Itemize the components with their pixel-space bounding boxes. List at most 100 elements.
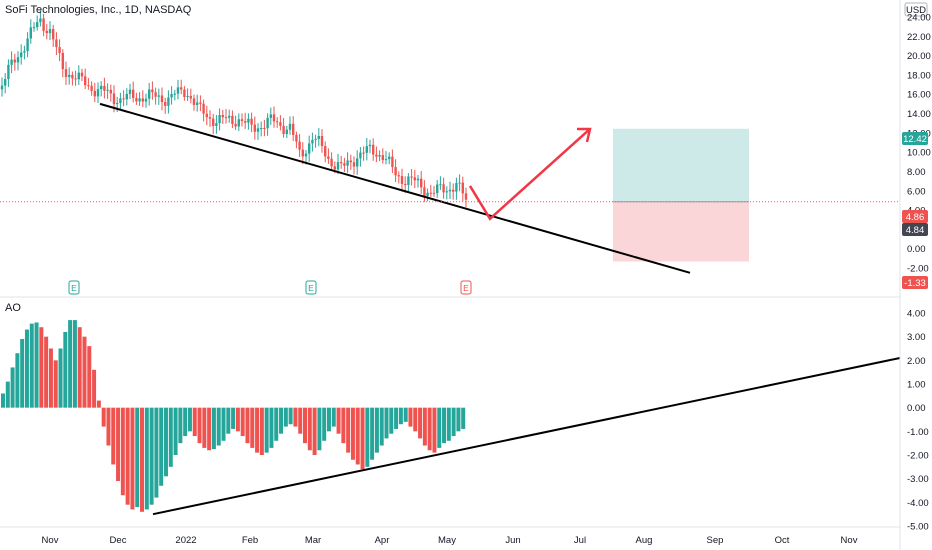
candle-body [407,176,410,185]
candle-body [237,119,240,127]
ao-bar [245,407,250,444]
ao-bar [456,407,461,432]
candle-body [404,183,407,185]
candle-body [308,143,311,154]
candle-body [45,30,48,34]
candle-body [372,144,375,155]
last-price-badge-text: 4.86 [906,212,925,223]
price-support-trendline[interactable] [99,102,691,274]
candle-body [368,144,372,147]
time-tick-label: Oct [775,535,790,546]
earnings-icon [460,280,472,295]
candle-body [263,128,266,130]
candle-body [260,128,263,130]
ao-bar [398,407,403,425]
candle-body [29,27,32,39]
candle-body [116,103,119,105]
candle-body [138,98,141,102]
candle-body [285,129,288,134]
ao-bar [274,407,279,441]
candle-body [61,52,64,70]
price-axis[interactable] [900,0,932,550]
candle-body [458,182,461,184]
candle-body [343,163,346,166]
candle-body [250,118,253,125]
price-tick-label: 16.00 [907,90,931,101]
candle-body [391,156,394,168]
long-position-profit-zone[interactable] [613,128,749,202]
candle-body [455,183,458,192]
ao-bar [360,407,365,470]
candle-body [160,95,164,103]
candle-body [228,115,231,118]
ao-tick-label: 0.00 [907,403,926,414]
ao-bar [29,323,34,408]
prev-close-badge-text: 4.84 [906,225,925,236]
ao-bar [442,407,447,444]
candle-body [413,177,416,181]
candle-body [352,162,356,167]
ao-bar [307,407,312,451]
candle-body [240,119,244,122]
ao-bar [15,353,20,408]
ao-axis-ticks: 4.00 3.00 2.00 1.00 0.00 -1.00 -2.00 -3.00 -4.00… [907,309,929,533]
time-tick-label: Feb [242,535,258,546]
candle-body [346,160,349,166]
candle-body [157,95,160,97]
candle-body [42,18,45,31]
target-price-badge-text: 12.42 [903,134,927,145]
candle-body [128,89,132,94]
candle-body [26,38,29,52]
ao-bar [34,322,39,408]
time-tick-label: Jun [505,535,520,546]
ao-bar [202,407,207,448]
ao-bar [125,407,130,505]
ao-bar [250,407,255,448]
candle-body [64,69,68,77]
ao-trendline[interactable] [152,356,901,516]
candle-body [247,118,250,123]
long-position-loss-zone[interactable] [613,201,749,262]
candle-body [7,64,10,80]
candle-body [218,114,221,124]
ao-bar [63,331,68,408]
candle-body [208,117,212,119]
price-tick-label: 0.00 [907,244,926,255]
candle-body [96,89,100,97]
ao-bar [341,407,346,444]
ao-bar [259,407,264,455]
time-tick-label: Sep [707,535,724,546]
candle-body [276,121,279,123]
candle-body [298,141,301,150]
candle-body [77,72,80,80]
candle-body [141,98,144,102]
candle-body [423,187,426,197]
currency-label: USD [906,5,926,16]
candle-body [253,124,256,132]
candle-body [410,176,413,178]
candle-body [314,138,317,140]
projected-move-arrow[interactable] [468,128,591,221]
ao-bar [370,407,375,460]
price-tick-label: 14.00 [907,109,931,120]
candle-body [135,98,138,102]
ao-bar [68,320,73,408]
ao-bar [283,407,288,427]
candle-body [180,87,183,90]
ao-tick-label: 2.00 [907,356,926,367]
candle-body [362,152,365,154]
candle-body [356,158,359,167]
time-axis-ticks[interactable]: Nov Dec 2022 Feb Mar Apr May Jun Jul Aug Sep Oct Nov [42,535,858,546]
ao-bar [183,407,188,437]
chart-title: SoFi Technologies, Inc., 1D, NASDAQ [5,4,192,16]
candle-body [55,39,58,48]
candle-body [154,92,157,97]
price-tick-label: 8.00 [907,167,926,178]
ao-bar [130,407,135,510]
candle-body [320,136,324,147]
candle-body [378,155,381,157]
ao-bar [106,407,111,446]
candle-body [112,93,116,105]
candle-body [148,89,151,99]
